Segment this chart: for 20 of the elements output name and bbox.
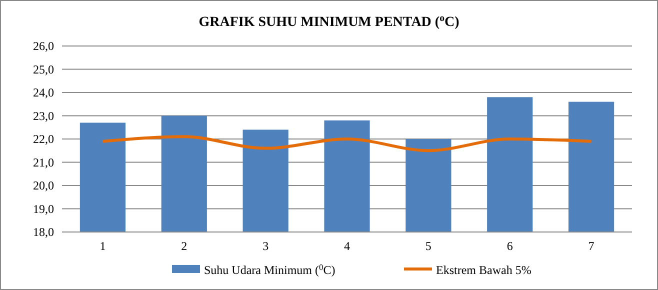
chart-title: GRAFIK SUHU MINIMUM PENTAD ($^{o}$C) [198, 12, 460, 30]
legend-label: Suhu Udara Minimum ($^{0}$C) [204, 262, 336, 277]
x-tick-label: 6 [506, 239, 513, 253]
x-tick-label: 5 [425, 239, 432, 253]
y-tick-label: 22,0 [33, 132, 54, 146]
x-tick-label: 1 [100, 239, 106, 253]
y-tick-label: 18,0 [33, 225, 54, 240]
y-tick-label: 23,0 [33, 108, 54, 123]
legend-label: Ekstrem Bawah 5% [436, 263, 532, 277]
line-series [101, 135, 593, 152]
y-tick-label: 24,0 [33, 86, 54, 100]
x-tick-label: 2 [181, 239, 188, 253]
x-tick-label: 4 [344, 239, 350, 253]
x-tick-label: 3 [262, 239, 269, 253]
y-tick-label: 19,0 [33, 202, 54, 216]
y-tick-label: 21,0 [33, 155, 54, 170]
x-tick-label: 7 [588, 239, 594, 253]
y-tick-label: 26,0 [33, 39, 54, 54]
y-tick-label: 25,0 [33, 62, 54, 76]
y-tick-label: 20,0 [33, 178, 54, 193]
